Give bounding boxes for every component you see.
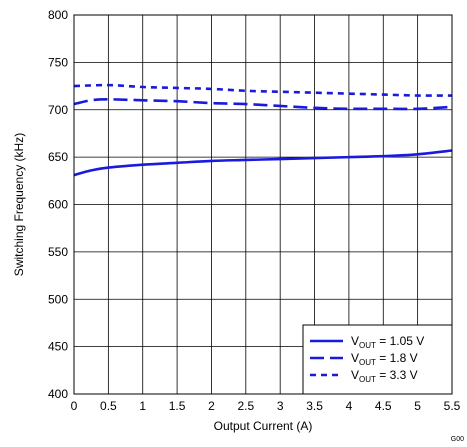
y-tick-label: 600 [48, 198, 68, 212]
x-tick-label: 0 [71, 399, 78, 413]
series-line-1 [73, 149, 453, 177]
figure-code: G00 [451, 436, 464, 443]
y-tick-label: 400 [48, 387, 68, 401]
plot-frame [73, 14, 453, 395]
legend-label-2: VOUT = 1.8 V [351, 351, 418, 367]
legend-label-3: VOUT = 3.3 V [351, 368, 418, 384]
y-tick-label: 650 [48, 150, 68, 164]
y-axis-label: Switching Frequency (kHz) [12, 133, 26, 276]
y-tick-label: 800 [48, 8, 68, 22]
x-tick-labels: 0 0.5 1 1.5 2 2.5 3 3.5 4 4.5 5 5.5 [71, 399, 461, 413]
x-tick-label: 4.5 [375, 399, 392, 413]
x-tick-label: 5.5 [444, 399, 461, 413]
legend-label-1: VOUT = 1.05 V [351, 334, 424, 350]
x-tick-label: 4 [346, 399, 353, 413]
series-layer [73, 83, 453, 177]
grid-lines [74, 15, 452, 394]
y-tick-label: 500 [48, 292, 68, 306]
series-line-3 [73, 83, 453, 97]
x-tick-label: 1.5 [169, 399, 186, 413]
series-line-2 [73, 98, 453, 111]
x-tick-label: 0.5 [100, 399, 117, 413]
x-tick-label: 2.5 [237, 399, 254, 413]
x-tick-label: 5 [414, 399, 421, 413]
x-tick-label: 2 [208, 399, 215, 413]
x-tick-label: 3.5 [306, 399, 323, 413]
y-tick-label: 450 [48, 340, 68, 354]
y-tick-label: 550 [48, 245, 68, 259]
y-tick-labels: 400 450 500 550 600 650 700 750 800 [48, 8, 68, 401]
legend-box [302, 324, 453, 395]
y-tick-label: 700 [48, 103, 68, 117]
x-tick-label: 3 [277, 399, 284, 413]
x-axis-label: Output Current (A) [214, 419, 313, 433]
y-tick-label: 750 [48, 55, 68, 69]
x-tick-label: 1 [139, 399, 146, 413]
